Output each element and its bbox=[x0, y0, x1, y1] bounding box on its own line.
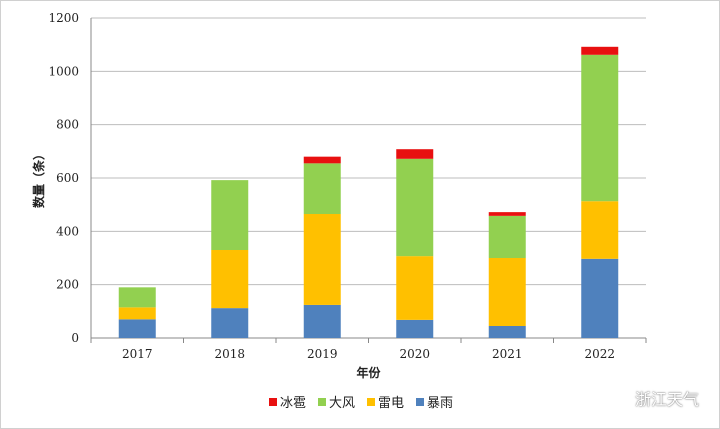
y-tick-label: 1200 bbox=[48, 11, 79, 25]
bar-segment-冰雹-2021 bbox=[488, 212, 526, 216]
bar-segment-暴雨-2022 bbox=[581, 258, 619, 338]
stacked-bar-chart: 0 200 400 600 800 1000 1200 2017 2018 2019 2020 202… bbox=[31, 11, 647, 380]
legend: 冰雹 大风 雷电 暴雨 bbox=[1, 392, 719, 411]
watermark-text: 浙江天气 bbox=[634, 390, 699, 409]
legend-label: 大风 bbox=[328, 396, 355, 411]
y-tick-label: 800 bbox=[56, 118, 79, 132]
bar-segment-大风-2017 bbox=[118, 287, 156, 308]
bar-segment-大风-2021 bbox=[488, 215, 526, 258]
legend-swatch bbox=[317, 397, 326, 406]
bar-segment-雷电-2020 bbox=[396, 256, 434, 320]
bar-segment-冰雹-2020 bbox=[396, 149, 434, 159]
x-tick-label: 2020 bbox=[399, 347, 430, 361]
bar-segment-大风-2018 bbox=[211, 180, 249, 250]
y-tick-label: 1000 bbox=[48, 64, 79, 78]
legend-label: 冰雹 bbox=[279, 396, 306, 411]
x-tick-label: 2022 bbox=[584, 347, 615, 361]
bar-segment-大风-2022 bbox=[581, 54, 619, 202]
bar-segment-冰雹-2022 bbox=[581, 46, 619, 55]
legend-swatch bbox=[367, 397, 375, 406]
legend-item: 暴雨 bbox=[416, 392, 453, 411]
bar-segment-大风-2019 bbox=[303, 163, 341, 214]
bar-segment-暴雨-2021 bbox=[488, 326, 526, 338]
watermark: 浙江天气 bbox=[605, 386, 699, 410]
bar-segment-雷电-2018 bbox=[211, 250, 249, 309]
legend-label: 暴雨 bbox=[427, 396, 454, 411]
bar-segment-暴雨-2017 bbox=[118, 319, 156, 338]
y-tick-label: 400 bbox=[56, 224, 79, 238]
legend-item: 大风 bbox=[317, 392, 355, 411]
x-tick-label: 2017 bbox=[122, 347, 153, 361]
legend-item: 雷电 bbox=[367, 392, 404, 411]
x-tick-label: 2018 bbox=[214, 347, 245, 361]
y-tick-label: 600 bbox=[56, 171, 79, 185]
legend-swatch bbox=[416, 397, 425, 406]
x-tick-label: 2019 bbox=[307, 347, 338, 361]
bar-segment-暴雨-2018 bbox=[211, 308, 249, 338]
bar-segment-大风-2020 bbox=[396, 158, 434, 257]
bar-segment-雷电-2019 bbox=[303, 214, 341, 305]
bar-segment-雷电-2022 bbox=[581, 201, 619, 259]
y-tick-label: 0 bbox=[71, 331, 79, 345]
wechat-icon bbox=[605, 388, 628, 407]
legend-swatch bbox=[268, 397, 277, 406]
x-tick-label: 2021 bbox=[492, 347, 523, 361]
x-axis-title: 年份 bbox=[356, 365, 381, 380]
y-axis-title: 数量（条） bbox=[31, 148, 46, 208]
y-tick-label: 200 bbox=[56, 278, 79, 292]
legend-label: 雷电 bbox=[378, 396, 405, 411]
legend-item: 冰雹 bbox=[268, 392, 306, 411]
bar-segment-暴雨-2020 bbox=[396, 319, 434, 338]
bar-segment-雷电-2017 bbox=[118, 307, 156, 320]
bar-segment-雷电-2021 bbox=[488, 258, 526, 326]
bar-segment-暴雨-2019 bbox=[303, 304, 341, 338]
bar-segment-冰雹-2019 bbox=[303, 156, 341, 164]
